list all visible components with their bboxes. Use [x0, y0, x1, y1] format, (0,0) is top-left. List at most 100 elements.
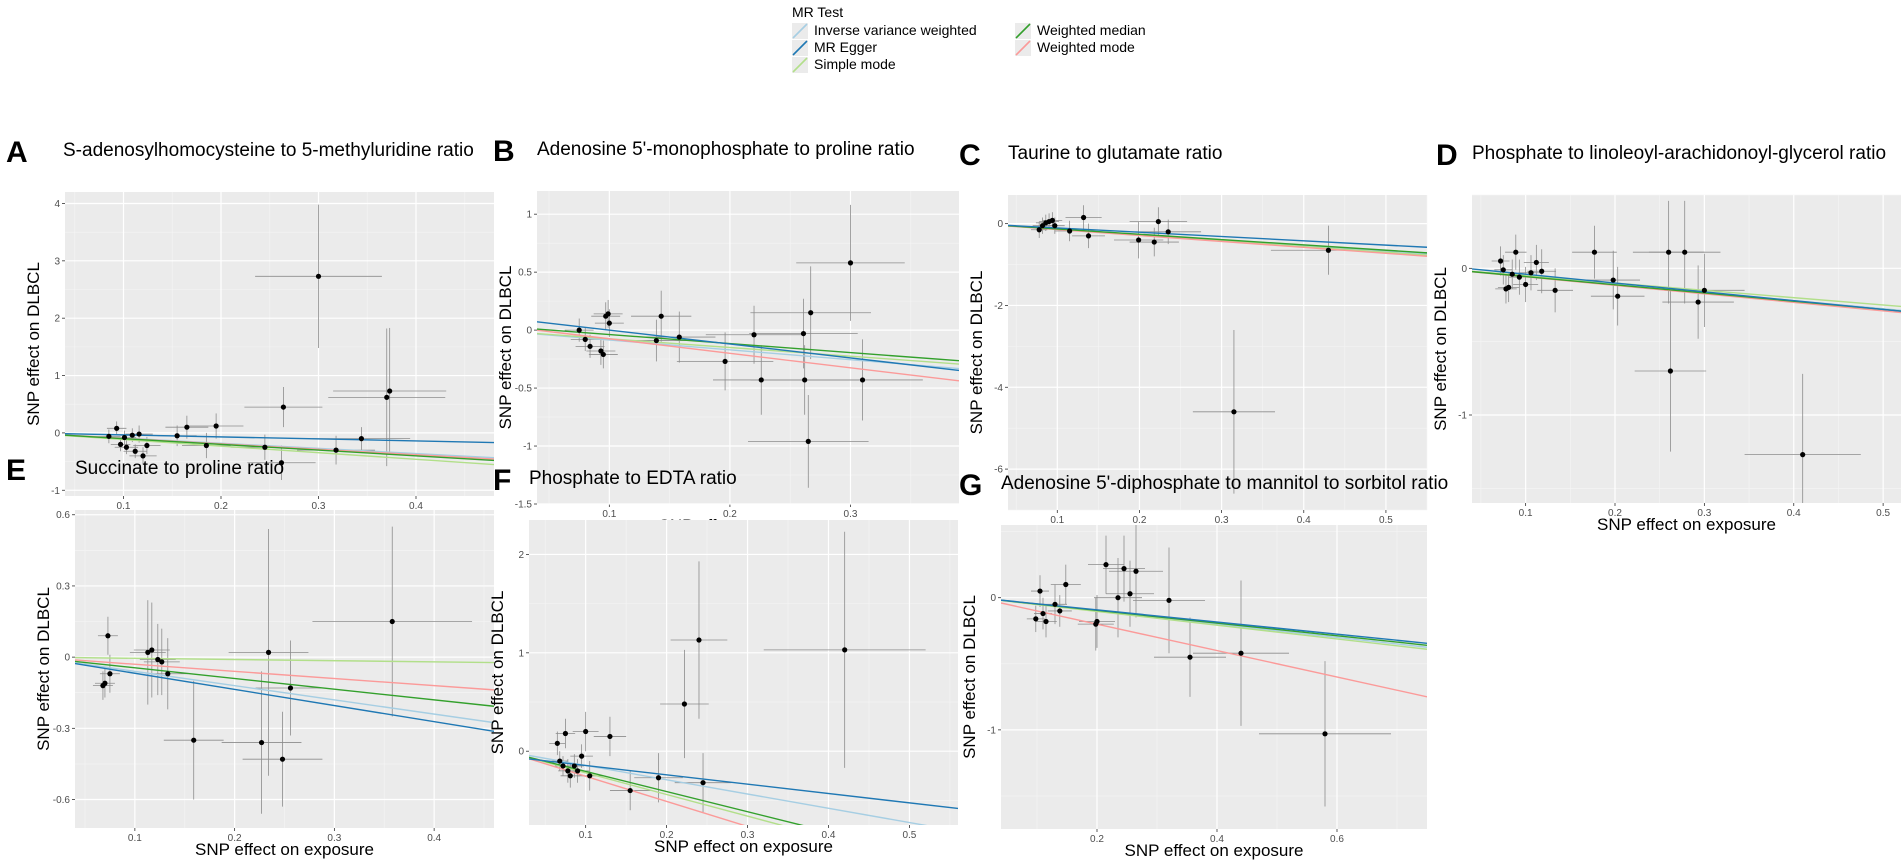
y-tick-label: 0 — [990, 593, 996, 604]
data-point — [554, 740, 560, 746]
legend-label-mr-egger: MR Egger — [814, 39, 878, 55]
chart-svg: D Phosphate to linoleoyl-arachidonoyl-gly… — [1431, 139, 1901, 534]
data-point — [802, 377, 808, 383]
data-point — [105, 633, 111, 639]
data-point — [1187, 654, 1193, 660]
plot-area — [65, 204, 494, 480]
chart-svg: A S-adenosylhomocysteine to 5-methyluridi… — [6, 136, 494, 527]
x-tick-label: 0.2 — [1090, 834, 1104, 845]
data-point — [258, 739, 265, 746]
x-axis-label: SNP effect on exposure — [1597, 515, 1776, 534]
y-axis-label: SNP effect on DLBCL — [967, 271, 986, 435]
data-point — [1533, 259, 1539, 266]
y-tick-label: 2 — [54, 314, 60, 325]
x-tick-label: 0.4 — [409, 501, 423, 512]
data-point — [278, 460, 285, 466]
legend-label-weighted-median: Weighted median — [1037, 22, 1146, 38]
regression-line-inverse-variance-weighted — [529, 754, 928, 825]
data-point — [859, 377, 866, 383]
data-point — [1231, 409, 1237, 415]
x-axis-label: SNP effect on exposure — [1125, 841, 1304, 860]
data-point — [1513, 249, 1519, 255]
regression-line-weighted-median — [75, 660, 494, 707]
data-point — [557, 758, 563, 764]
panel-f: F Phosphate to EDTA ratio 0.1 0.2 0.3 0.4 0.5 0… — [487, 464, 962, 865]
data-point — [159, 659, 165, 665]
x-tick-label: 0.1 — [1050, 515, 1064, 526]
data-point — [700, 780, 706, 786]
panel-letter: B — [493, 135, 515, 168]
y-tick-label: 3 — [54, 256, 60, 267]
data-point — [1063, 581, 1069, 588]
plot-background — [1008, 195, 1427, 510]
x-tick-label: 0.4 — [1297, 515, 1311, 526]
y-tick-label: -1.5 — [515, 500, 533, 511]
x-tick-label: 0.2 — [1132, 515, 1146, 526]
data-point — [805, 438, 811, 444]
x-tick-label: 0.4 — [1210, 834, 1224, 845]
y-axis-label: SNP effect on DLBCL — [488, 591, 507, 755]
regression-line-simple-mode — [65, 434, 494, 466]
data-point — [1127, 591, 1133, 597]
x-tick-label: 0.5 — [902, 830, 916, 841]
data-point — [1036, 227, 1042, 233]
regression-line-mr-egger — [529, 758, 958, 810]
regression-line-mr-egger — [65, 433, 494, 444]
x-tick-label: 0.4 — [1787, 508, 1801, 519]
chart-svg: B Adenosine 5'-monophosphate to proline r… — [493, 135, 959, 535]
data-point — [1506, 284, 1512, 290]
x-tick-label: 0.3 — [327, 833, 341, 844]
data-point — [358, 436, 364, 442]
plot-background — [537, 191, 959, 504]
panel-c: C Taurine to glutamate ratio 0.1 0.2 0.3 0.4 0… — [953, 65, 1433, 541]
data-point — [1052, 601, 1058, 607]
regression-line-weighted-mode — [529, 758, 746, 825]
data-point — [627, 787, 633, 794]
plot-area — [1001, 525, 1427, 807]
legend-title: MR Test — [792, 4, 844, 20]
plot-background — [1472, 195, 1901, 503]
y-tick-label: 0 — [997, 219, 1003, 230]
data-point — [136, 431, 142, 437]
data-point — [574, 768, 581, 774]
x-tick-label: 0.3 — [1215, 515, 1229, 526]
x-tick-label: 0.1 — [602, 509, 616, 520]
data-point — [1080, 214, 1087, 221]
data-point — [800, 330, 807, 337]
data-point — [1166, 597, 1172, 603]
regression-line-weighted-median — [529, 756, 804, 825]
data-point — [315, 273, 322, 279]
data-point — [287, 685, 294, 691]
data-point — [140, 453, 146, 459]
x-tick-label: 0.5 — [1379, 515, 1393, 526]
regression-line-simple-mode — [1001, 599, 1427, 650]
data-point — [582, 336, 588, 342]
data-point — [562, 730, 569, 737]
y-tick-label: 0 — [64, 653, 70, 664]
data-point — [191, 737, 197, 743]
data-point — [102, 680, 108, 686]
chart-title: S-adenosylhomocysteine to 5-methyluridin… — [63, 140, 474, 161]
x-tick-label: 0.2 — [214, 501, 228, 512]
y-tick-label: -0.5 — [515, 384, 533, 395]
data-point — [1516, 274, 1522, 280]
data-point — [1800, 452, 1806, 458]
x-tick-label: 0.5 — [1876, 508, 1890, 519]
legend-label-weighted-mode: Weighted mode — [1037, 39, 1135, 55]
data-point — [213, 423, 219, 429]
data-point — [121, 434, 128, 441]
chart-title: Taurine to glutamate ratio — [1008, 143, 1222, 164]
data-point — [1155, 218, 1161, 225]
y-tick-label: 0 — [518, 747, 524, 758]
plot-area — [75, 526, 494, 814]
data-point — [184, 424, 190, 430]
data-point — [1528, 270, 1534, 276]
y-tick-label: 0.5 — [518, 268, 532, 279]
x-tick-label: 0.1 — [117, 501, 131, 512]
panel-b: B Adenosine 5'-monophosphate to proline r… — [487, 65, 962, 535]
regression-line-mr-egger — [75, 662, 494, 733]
data-point — [607, 733, 613, 740]
panel-e: E Succinate to proline ratio 0.1 0.2 0.3 0.4 -… — [0, 454, 495, 865]
x-tick-label: 0.3 — [844, 509, 858, 520]
data-point — [653, 337, 659, 344]
